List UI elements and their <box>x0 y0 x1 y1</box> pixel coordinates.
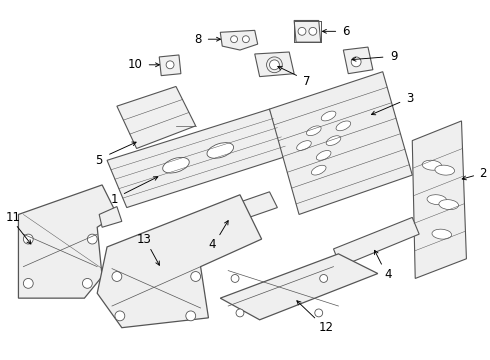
Ellipse shape <box>432 229 452 239</box>
Ellipse shape <box>439 200 459 210</box>
Circle shape <box>186 311 196 321</box>
Polygon shape <box>196 192 277 233</box>
Text: 10: 10 <box>127 58 142 71</box>
Ellipse shape <box>326 136 341 145</box>
Circle shape <box>231 36 238 42</box>
Ellipse shape <box>435 165 455 175</box>
Polygon shape <box>19 185 117 298</box>
Circle shape <box>24 278 33 288</box>
Polygon shape <box>412 121 466 278</box>
Text: 6: 6 <box>343 25 350 38</box>
Text: 4: 4 <box>384 268 392 281</box>
Polygon shape <box>117 86 196 148</box>
Polygon shape <box>220 30 258 50</box>
Ellipse shape <box>321 111 336 121</box>
Circle shape <box>270 60 279 70</box>
Polygon shape <box>97 195 262 328</box>
Polygon shape <box>107 109 289 208</box>
Circle shape <box>87 234 97 244</box>
Circle shape <box>315 309 323 317</box>
Ellipse shape <box>336 121 351 131</box>
Circle shape <box>24 234 33 244</box>
Text: 9: 9 <box>390 50 397 63</box>
Circle shape <box>231 275 239 282</box>
Polygon shape <box>334 217 419 267</box>
Circle shape <box>112 271 122 282</box>
Circle shape <box>115 311 125 321</box>
Ellipse shape <box>296 141 311 150</box>
Polygon shape <box>294 21 320 42</box>
Circle shape <box>243 36 249 42</box>
Polygon shape <box>159 55 181 76</box>
Ellipse shape <box>317 150 331 160</box>
Polygon shape <box>255 52 294 77</box>
Text: 8: 8 <box>194 33 201 46</box>
Ellipse shape <box>163 157 189 173</box>
Text: 12: 12 <box>319 321 334 334</box>
Ellipse shape <box>422 160 442 170</box>
Polygon shape <box>270 72 412 215</box>
Ellipse shape <box>427 195 447 205</box>
Ellipse shape <box>312 165 326 175</box>
Polygon shape <box>343 47 373 74</box>
Text: 2: 2 <box>479 167 487 180</box>
Circle shape <box>319 275 328 282</box>
Circle shape <box>309 27 317 35</box>
Text: 1: 1 <box>110 193 118 206</box>
Circle shape <box>166 61 174 69</box>
Text: 5: 5 <box>96 154 103 167</box>
Circle shape <box>351 57 361 67</box>
Polygon shape <box>99 207 122 227</box>
Text: 13: 13 <box>137 233 152 246</box>
Circle shape <box>82 278 92 288</box>
Ellipse shape <box>207 143 234 158</box>
Ellipse shape <box>306 126 321 136</box>
Circle shape <box>236 309 244 317</box>
Circle shape <box>298 27 306 35</box>
Text: 4: 4 <box>209 238 216 252</box>
Text: 3: 3 <box>407 92 414 105</box>
Circle shape <box>191 271 200 282</box>
Text: 7: 7 <box>303 75 311 88</box>
Text: 11: 11 <box>6 211 21 224</box>
Polygon shape <box>220 254 378 320</box>
